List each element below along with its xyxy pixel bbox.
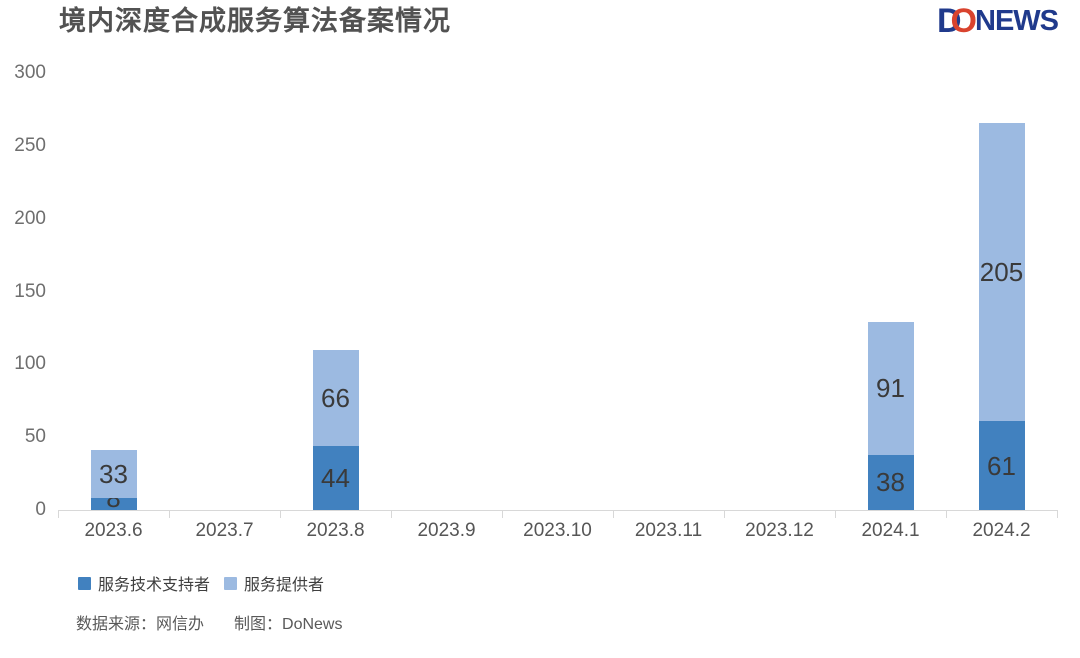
bar-segment	[312, 349, 359, 446]
bar-value-label: 33	[99, 459, 128, 490]
credit-label: 制图：DoNews	[234, 616, 343, 633]
chart-title: 境内深度合成服务算法备案情况	[59, 6, 451, 36]
y-axis-tick-label: 300	[14, 62, 46, 83]
y-axis-tick-label: 0	[35, 499, 46, 520]
x-axis-tick-mark	[280, 510, 281, 518]
legend-label: 服务提供者	[244, 577, 325, 594]
x-axis-tick-mark	[724, 510, 725, 518]
bar-segment	[867, 322, 914, 455]
x-axis-category-label: 2024.1	[861, 520, 920, 541]
bar-value-label: 205	[979, 256, 1024, 287]
legend-item: 服务提供者	[224, 571, 324, 595]
bar-value-label: 38	[876, 467, 905, 498]
y-axis-tick-label: 200	[14, 207, 46, 229]
legend-swatch-icon	[224, 576, 238, 590]
x-axis-category-label: 2023.11	[634, 520, 703, 541]
x-axis-tick-mark	[169, 510, 170, 518]
bar-value-label: 66	[321, 382, 350, 413]
x-axis-tick-mark	[1057, 510, 1058, 518]
legend-swatch-icon	[78, 576, 91, 590]
logo-letter-d: D	[936, 2, 962, 40]
x-axis-tick-mark	[502, 510, 503, 518]
bar-segment	[978, 421, 1025, 510]
x-axis-tick-mark	[391, 510, 392, 518]
y-axis-tick-label: 250	[14, 134, 46, 156]
x-axis-tick-mark	[613, 510, 614, 518]
x-axis-tick-mark	[58, 510, 59, 518]
y-axis-tick-label: 100	[14, 353, 46, 375]
bar-segment	[90, 498, 137, 510]
logo-letters-news: NEWS	[975, 5, 1059, 37]
data-source-label: 数据来源：网信办	[76, 616, 205, 633]
x-axis-category-label: 2023.8	[306, 520, 365, 541]
logo-o-icon: O	[950, 2, 977, 40]
bar-segment	[90, 450, 137, 499]
x-axis-line	[58, 510, 1057, 511]
x-axis-category-label: 2023.12	[745, 520, 814, 541]
legend-item: 服务技术支持者	[78, 571, 210, 595]
donews-logo: D O NEWS	[936, 2, 1059, 41]
bar-value-label: 44	[321, 462, 350, 493]
x-axis-category-label: 2023.7	[195, 520, 254, 541]
bar-value-label: 61	[987, 450, 1016, 481]
bar-value-label: 91	[876, 373, 905, 404]
x-axis-category-label: 2023.6	[84, 520, 143, 541]
y-axis-tick-label: 50	[24, 426, 46, 448]
chart-legend: 服务技术支持者 服务提供者	[78, 571, 324, 595]
x-axis-tick-mark	[835, 510, 836, 518]
y-axis-tick-label: 150	[14, 280, 46, 302]
x-axis-category-label: 2023.9	[417, 520, 476, 541]
legend-label: 服务技术支持者	[98, 577, 211, 594]
bar-segment	[978, 122, 1025, 422]
x-axis-tick-mark	[946, 510, 947, 518]
bar-segment	[312, 445, 359, 510]
bar-segment	[867, 454, 914, 510]
x-axis-category-label: 2024.2	[972, 520, 1031, 541]
source-credit-line: 数据来源：网信办 制图：DoNews	[76, 614, 342, 636]
x-axis-category-label: 2023.10	[523, 520, 592, 541]
